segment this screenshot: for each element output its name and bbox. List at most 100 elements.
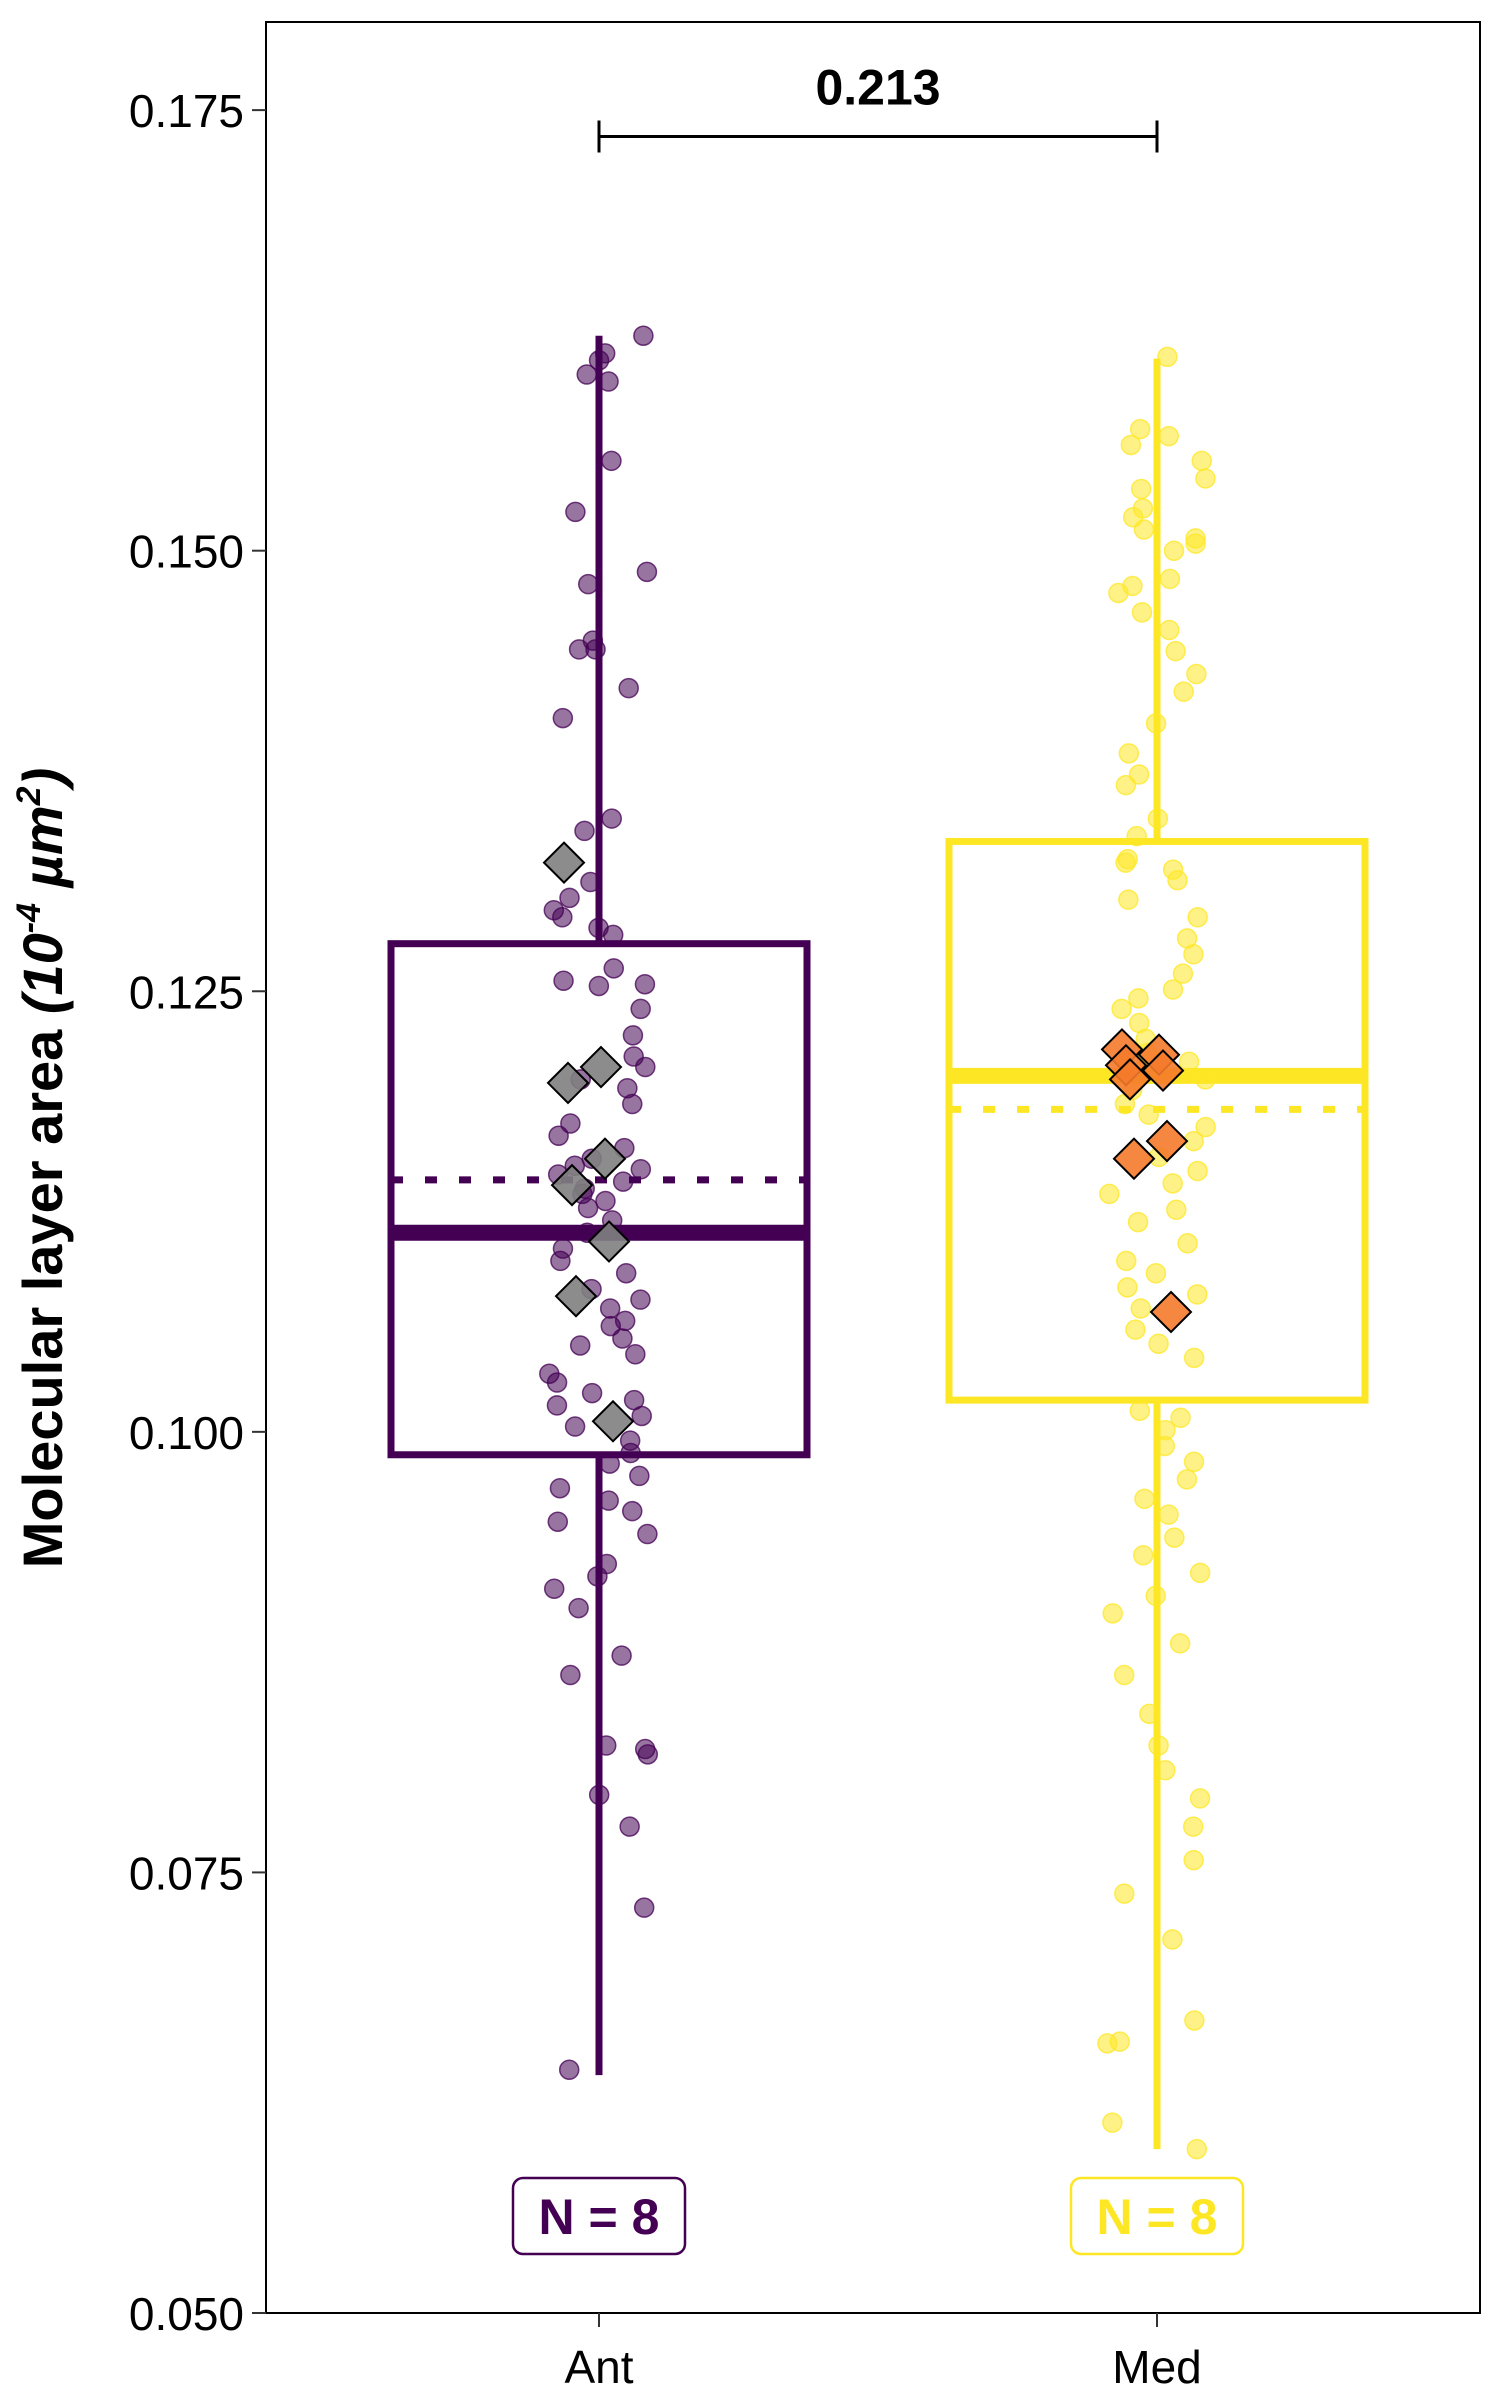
- data-point: [1115, 774, 1137, 796]
- data-point: [546, 1395, 568, 1416]
- data-point: [1158, 1504, 1179, 1525]
- replicate-mean-diamond: [591, 1399, 635, 1443]
- data-point: [1128, 988, 1149, 1009]
- data-point: [576, 364, 597, 385]
- data-point: [577, 1197, 599, 1219]
- data-point: [1097, 2033, 1118, 2054]
- data-point: [1113, 1664, 1135, 1686]
- data-point: [612, 1328, 633, 1349]
- replicate-mean-diamond: [546, 1061, 590, 1105]
- data-point: [629, 1465, 650, 1487]
- data-point: [1130, 478, 1152, 500]
- data-point: [1167, 869, 1188, 891]
- significance-bracket: 0.213: [597, 60, 1159, 153]
- data-point: [620, 1442, 641, 1464]
- data-point: [587, 1566, 608, 1587]
- data-point: [1182, 1816, 1204, 1837]
- n-label-text: N = 8: [1097, 2189, 1218, 2245]
- data-point: [543, 1578, 565, 1599]
- data-point: [1116, 1250, 1137, 1272]
- data-point: [619, 1816, 640, 1837]
- replicate-layer: [542, 841, 1193, 1443]
- data-point: [1108, 582, 1129, 604]
- data-point: [612, 1171, 634, 1192]
- y-tick-label: 0.175: [129, 85, 244, 137]
- data-point: [622, 1093, 643, 1115]
- data-point: [1129, 418, 1151, 440]
- data-point: [1189, 1562, 1211, 1584]
- data-point: [1111, 998, 1132, 1020]
- y-axis-label-unit: (10: [11, 933, 74, 1014]
- data-point: [1185, 533, 1206, 554]
- data-point: [1183, 1347, 1205, 1369]
- data-point: [1173, 681, 1194, 702]
- data-point: [1126, 825, 1147, 847]
- data-point: [621, 1500, 643, 1522]
- data-point: [1164, 1527, 1185, 1548]
- data-point: [588, 975, 610, 997]
- data-point: [1187, 1284, 1208, 1305]
- data-point: [1172, 963, 1194, 984]
- data-point: [633, 325, 654, 346]
- data-point: [630, 998, 651, 1020]
- data-point: [1183, 1849, 1204, 1871]
- data-point: [637, 1744, 659, 1765]
- data-point: [1158, 425, 1180, 447]
- data-point: [1169, 1633, 1191, 1654]
- data-point: [1115, 852, 1136, 873]
- data-point: [611, 1645, 632, 1666]
- data-point: [603, 958, 625, 979]
- data-point: [633, 1897, 655, 1918]
- n-label-text: N = 8: [539, 2189, 660, 2245]
- data-point: [599, 1453, 620, 1474]
- data-point: [552, 907, 573, 928]
- data-point: [1154, 1435, 1176, 1457]
- data-point: [549, 1477, 571, 1499]
- data-point: [1166, 1199, 1187, 1221]
- data-point: [568, 1597, 589, 1619]
- y-tick-label: 0.125: [129, 966, 244, 1018]
- data-point: [558, 2059, 580, 2081]
- data-point: [581, 1382, 603, 1404]
- data-point: [600, 1315, 622, 1337]
- data-point: [565, 501, 586, 523]
- data-point: [1157, 346, 1178, 368]
- data-point: [1191, 450, 1213, 472]
- y-tick-label: 0.150: [129, 526, 244, 578]
- x-axis-ticks: Ant Med: [564, 2313, 1202, 2393]
- data-point: [1162, 1929, 1183, 1950]
- n-labels: N = 8 N = 8: [511, 2176, 1245, 2256]
- data-point: [560, 1664, 581, 1686]
- data-point: [1183, 1451, 1205, 1473]
- data-point: [1187, 907, 1208, 928]
- data-point: [569, 1335, 591, 1356]
- data-point: [1099, 1183, 1120, 1205]
- data-point: [1102, 1603, 1123, 1624]
- data-point: [560, 1113, 581, 1134]
- data-point: [635, 1056, 656, 1078]
- replicate-mean-diamond: [579, 1045, 623, 1089]
- replicate-mean-diamond: [1141, 1049, 1185, 1092]
- data-point: [552, 707, 574, 729]
- data-point: [1155, 1759, 1176, 1781]
- data-point: [1195, 1069, 1216, 1090]
- data-point: [1186, 663, 1207, 685]
- replicate-mean-diamond: [1149, 1290, 1193, 1334]
- data-point: [1138, 1104, 1159, 1125]
- data-point: [602, 924, 624, 946]
- data-point: [1159, 568, 1181, 590]
- data-point: [594, 343, 616, 364]
- data-point: [546, 1372, 568, 1393]
- data-point: [622, 1025, 644, 1046]
- data-point: [574, 820, 595, 842]
- data-point: [1195, 468, 1216, 489]
- data-point: [1129, 1400, 1151, 1421]
- data-point: [1134, 1488, 1155, 1510]
- y-axis-ticks: 0.050 0.075 0.100 0.125 0.150 0.175: [129, 85, 266, 2340]
- data-point: [1170, 1407, 1191, 1428]
- y-axis-label-exp1: -4: [10, 903, 48, 933]
- data-point: [1178, 1051, 1200, 1073]
- data-point: [1120, 434, 1142, 456]
- data-point: [548, 1125, 569, 1147]
